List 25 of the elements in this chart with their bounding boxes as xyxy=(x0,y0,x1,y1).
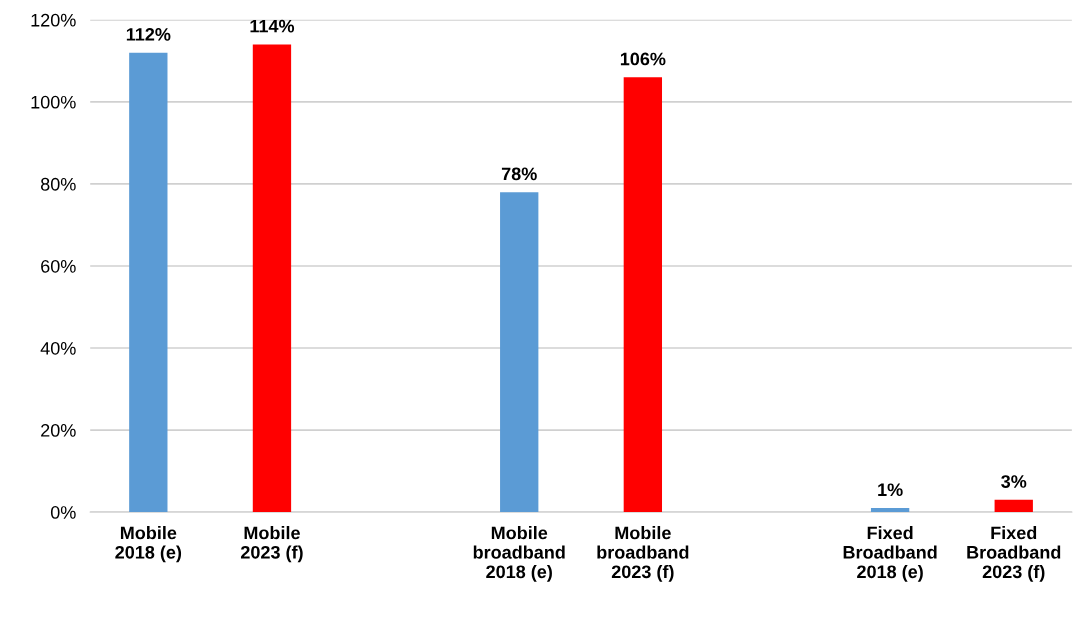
y-tick-label: 0% xyxy=(50,506,76,519)
data-label: 112% xyxy=(126,27,171,41)
bar xyxy=(252,44,292,513)
data-label: 1% xyxy=(878,483,903,497)
bar xyxy=(500,192,539,513)
data-label: 78% xyxy=(501,167,537,181)
x-tick-label: Mobile broadband 2018 (e) xyxy=(473,526,565,582)
bar xyxy=(129,52,168,513)
x-tick-label: Mobile 2018 (e) xyxy=(115,526,182,563)
x-tick-label: Mobile 2023 (f) xyxy=(240,526,303,563)
x-tick-label: Mobile broadband 2023 (f) xyxy=(597,526,689,582)
data-label: 106% xyxy=(620,52,666,66)
x-tick-label: Fixed Broadband 2018 (e) xyxy=(843,526,937,582)
bar xyxy=(623,77,663,513)
y-tick-label: 80% xyxy=(40,177,76,191)
data-label: 3% xyxy=(1001,475,1027,488)
x-tick-label: Fixed Broadband 2023 (f) xyxy=(967,526,1061,582)
bar xyxy=(994,499,1033,513)
y-tick-label: 20% xyxy=(41,424,76,437)
data-label: 114% xyxy=(250,19,295,33)
bar xyxy=(870,508,910,513)
y-tick-label: 40% xyxy=(40,341,76,355)
y-tick-label: 100% xyxy=(31,95,76,109)
y-tick-label: 60% xyxy=(41,259,76,273)
y-tick-label: 120% xyxy=(31,13,76,27)
